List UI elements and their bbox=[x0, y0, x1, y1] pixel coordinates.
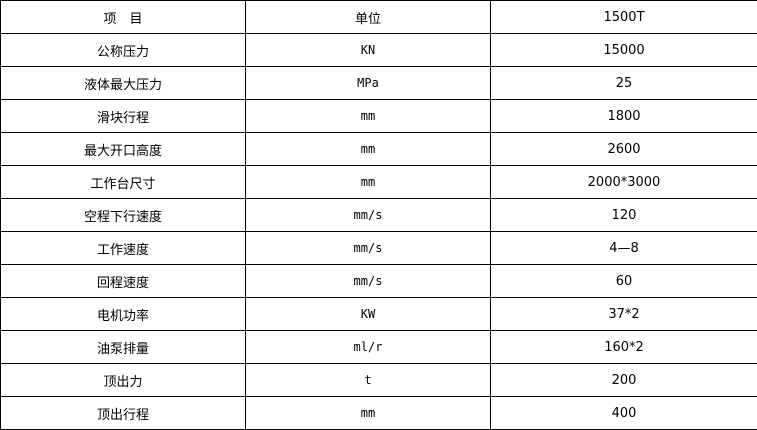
table-row: 公称压力 KN 15000 bbox=[0, 33, 757, 67]
item-cell: 最大开口高度 bbox=[0, 132, 246, 166]
item-cell: 滑块行程 bbox=[0, 99, 246, 133]
item-cell: 回程速度 bbox=[0, 264, 246, 298]
item-cell: 工作速度 bbox=[0, 231, 246, 265]
value-cell: 60 bbox=[490, 264, 757, 298]
table-row: 最大开口高度 mm 2600 bbox=[0, 132, 757, 166]
unit-cell: mm/s bbox=[245, 264, 491, 298]
value-cell: 1800 bbox=[490, 99, 757, 133]
value-cell: 160*2 bbox=[490, 330, 757, 364]
table-row: 顶出行程 mm 400 bbox=[0, 396, 757, 430]
value-cell: 2600 bbox=[490, 132, 757, 166]
value-cell: 200 bbox=[490, 363, 757, 397]
table-row: 油泵排量 ml/r 160*2 bbox=[0, 330, 757, 364]
value-cell: 120 bbox=[490, 198, 757, 232]
unit-cell: KW bbox=[245, 297, 491, 331]
unit-cell: ml/r bbox=[245, 330, 491, 364]
unit-cell: mm bbox=[245, 396, 491, 430]
unit-cell: mm bbox=[245, 165, 491, 199]
item-cell: 空程下行速度 bbox=[0, 198, 246, 232]
item-cell: 顶出行程 bbox=[0, 396, 246, 430]
unit-cell: t bbox=[245, 363, 491, 397]
item-cell: 油泵排量 bbox=[0, 330, 246, 364]
unit-cell: mm/s bbox=[245, 231, 491, 265]
unit-cell: mm bbox=[245, 99, 491, 133]
header-unit: 单位 bbox=[245, 0, 491, 34]
unit-cell: MPa bbox=[245, 66, 491, 100]
value-cell: 4—8 bbox=[490, 231, 757, 265]
item-cell: 公称压力 bbox=[0, 33, 246, 67]
unit-cell: KN bbox=[245, 33, 491, 67]
value-cell: 400 bbox=[490, 396, 757, 430]
value-cell: 15000 bbox=[490, 33, 757, 67]
value-cell: 2000*3000 bbox=[490, 165, 757, 199]
item-cell: 工作台尺寸 bbox=[0, 165, 246, 199]
table-row: 工作速度 mm/s 4—8 bbox=[0, 231, 757, 265]
table-row: 工作台尺寸 mm 2000*3000 bbox=[0, 165, 757, 199]
item-cell: 顶出力 bbox=[0, 363, 246, 397]
table-row: 回程速度 mm/s 60 bbox=[0, 264, 757, 298]
unit-cell: mm bbox=[245, 132, 491, 166]
table-row: 液体最大压力 MPa 25 bbox=[0, 66, 757, 100]
table-row: 电机功率 KW 37*2 bbox=[0, 297, 757, 331]
table-row: 空程下行速度 mm/s 120 bbox=[0, 198, 757, 232]
unit-cell: mm/s bbox=[245, 198, 491, 232]
header-item: 项 目 bbox=[0, 0, 246, 34]
value-cell: 37*2 bbox=[490, 297, 757, 331]
table-row: 滑块行程 mm 1800 bbox=[0, 99, 757, 133]
item-cell: 液体最大压力 bbox=[0, 66, 246, 100]
header-model: 1500T bbox=[490, 0, 757, 34]
value-cell: 25 bbox=[490, 66, 757, 100]
header-row: 项 目 单位 1500T bbox=[0, 0, 757, 34]
table-row: 顶出力 t 200 bbox=[0, 363, 757, 397]
item-cell: 电机功率 bbox=[0, 297, 246, 331]
